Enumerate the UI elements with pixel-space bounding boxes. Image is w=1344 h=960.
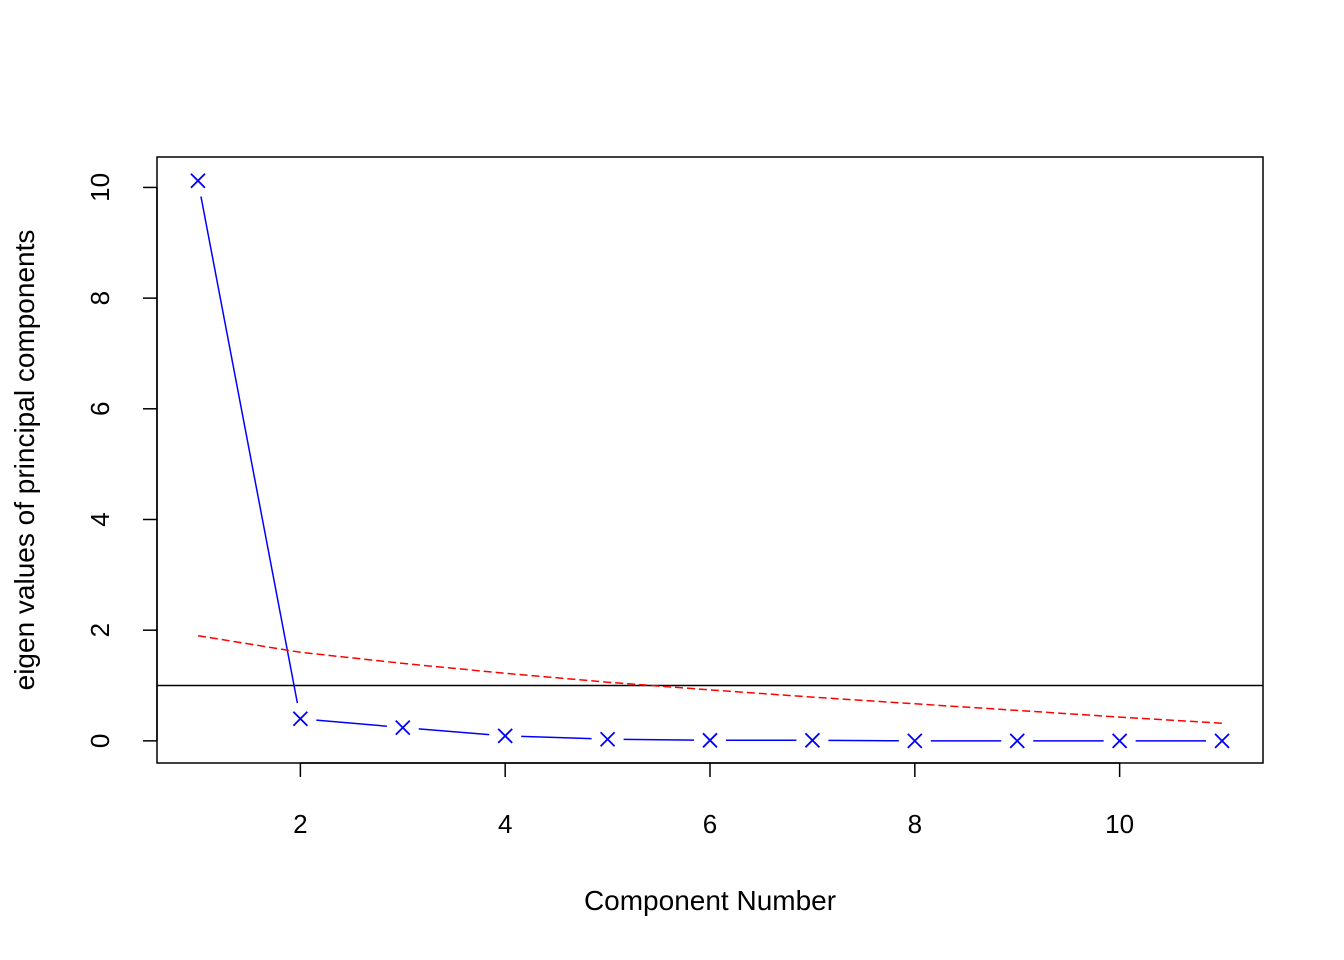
plot-content <box>157 173 1263 749</box>
series-eigenvalues-segment <box>521 735 592 740</box>
series-reference-line <box>197 634 1223 724</box>
x-tick-label: 8 <box>908 809 922 839</box>
series-eigenvalues-point <box>907 733 923 749</box>
y-tick-label: 10 <box>85 173 115 202</box>
series-eigenvalues-point <box>1009 733 1025 749</box>
x-tick-label: 10 <box>1105 809 1134 839</box>
series-eigenvalues-segment <box>316 719 387 727</box>
series-eigenvalues-segment <box>623 738 695 741</box>
y-tick-label: 0 <box>85 734 115 748</box>
x-tick-label: 2 <box>293 809 307 839</box>
x-axis: 2 4 6 8 10 <box>293 762 1134 839</box>
series-eigenvalues-point <box>599 731 616 747</box>
y-axis: 0 2 4 6 8 10 <box>85 173 158 748</box>
series-eigenvalues-point <box>1214 733 1230 749</box>
series-eigenvalues-point <box>497 728 513 744</box>
y-tick-label: 4 <box>85 512 115 526</box>
y-axis-title: eigen values of principal components <box>9 230 40 691</box>
series-eigenvalues-point <box>804 732 821 748</box>
y-tick-label: 8 <box>85 291 115 305</box>
x-tick-label: 4 <box>498 809 512 839</box>
series-eigenvalues-point <box>395 719 411 736</box>
series-eigenvalues-point <box>292 711 309 727</box>
y-tick-label: 6 <box>85 402 115 416</box>
series-eigenvalues-point <box>190 173 206 189</box>
series-eigenvalues-segment <box>200 196 299 704</box>
x-axis-title: Component Number <box>584 885 836 916</box>
plot-frame <box>156 156 1264 764</box>
y-tick-label: 2 <box>85 623 115 637</box>
series-eigenvalues-segment <box>418 728 490 736</box>
series-eigenvalues-point <box>1111 733 1128 749</box>
x-tick-label: 6 <box>703 809 717 839</box>
series-eigenvalues-point <box>702 732 718 748</box>
